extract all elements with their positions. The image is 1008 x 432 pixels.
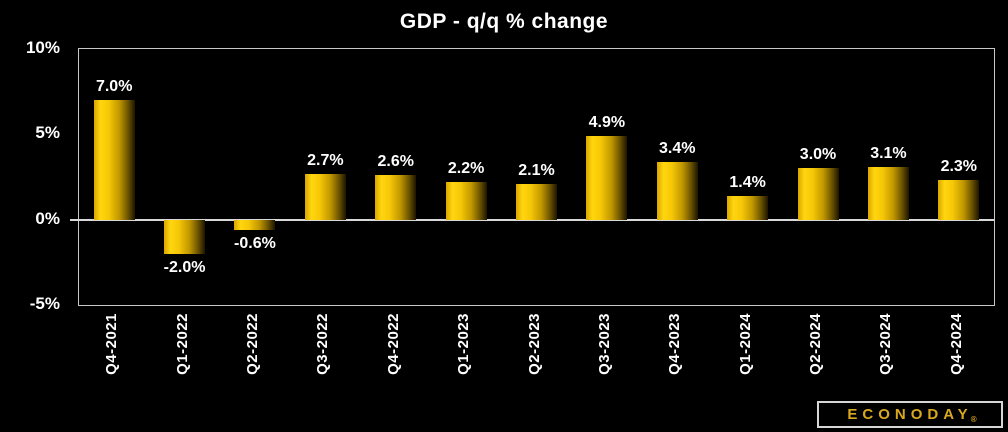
x-tick-label-Q1-2022: Q1-2022 [173, 313, 191, 375]
value-label-Q2-2024: 3.0% [799, 146, 837, 164]
bar-Q3-2023 [586, 136, 628, 220]
y-tick-label-0%: 0% [35, 208, 60, 228]
chart-title: GDP - q/q % change [399, 10, 609, 33]
bar-Q2-2024 [797, 168, 839, 220]
value-label-Q3-2024: 3.1% [870, 144, 907, 162]
zero-gridline [70, 218, 994, 221]
x-tick-label-Q2-2023: Q2-2023 [525, 313, 543, 375]
y-tick-label-10%: 10% [25, 38, 60, 57]
registered-trademark-icon: ® [970, 415, 977, 424]
value-label-Q1-2023: 2.2% [447, 160, 485, 178]
x-tick-label-Q2-2024: Q2-2024 [807, 313, 825, 375]
bar-Q3-2022 [304, 173, 346, 220]
bar-Q4-2022 [375, 175, 417, 220]
econoday-logo-text: ECONODAY [847, 406, 973, 423]
y-tick-label-5%: 5% [35, 123, 60, 143]
econoday-logo: ECONODAY ® [817, 401, 1003, 428]
value-label-Q3-2023: 4.9% [588, 114, 626, 132]
value-label-Q3-2022: 2.7% [307, 151, 344, 169]
plot-area: 7.0% -2.0% -0.6% 2.7% 2.6% 2.2% 2.1% 4.9% 3.4% 1.… [70, 48, 995, 306]
x-tick-label-Q1-2023: Q1-2023 [455, 313, 473, 375]
value-label-Q4-2024: 2.3% [940, 158, 978, 176]
x-axis: Q4-2021 Q1-2022 Q2-2022 Q3-2022 Q4-2022 Q1-20… [78, 313, 993, 403]
x-tick-label-Q4-2023: Q4-2023 [666, 313, 684, 375]
bar-Q3-2024 [867, 166, 909, 220]
bar-Q4-2024 [938, 180, 980, 220]
x-tick-label-Q2-2022: Q2-2022 [243, 313, 261, 375]
bar-Q1-2022 [164, 219, 206, 254]
value-label-Q4-2023: 3.4% [659, 139, 696, 157]
bar-Q2-2023 [516, 183, 557, 220]
y-tick-label--5%: -5% [29, 294, 60, 313]
x-tick-label-Q3-2022: Q3-2022 [314, 313, 332, 375]
x-tick-label-Q3-2024: Q3-2024 [877, 313, 895, 375]
bar-Q1-2023 [445, 182, 487, 220]
value-label-Q4-2022: 2.6% [377, 153, 414, 171]
value-label-Q2-2023: 2.1% [518, 161, 555, 179]
value-label-Q1-2022: -2.0% [163, 258, 206, 276]
x-tick-label-Q1-2024: Q1-2024 [736, 313, 754, 375]
value-label-Q4-2021: 7.0% [95, 78, 133, 96]
x-tick-label-Q4-2024: Q4-2024 [947, 313, 965, 375]
value-label-Q1-2024: 1.4% [729, 173, 766, 191]
bar-Q1-2024 [727, 195, 769, 220]
bar-Q4-2023 [656, 161, 698, 220]
x-tick-label-Q4-2021: Q4-2021 [103, 313, 121, 375]
bar-Q2-2022 [234, 219, 276, 230]
value-label-Q2-2022: -0.6% [234, 234, 276, 252]
bar-Q4-2021 [93, 100, 135, 220]
x-tick-label-Q3-2023: Q3-2023 [595, 313, 613, 375]
x-tick-label-Q4-2022: Q4-2022 [384, 313, 402, 375]
